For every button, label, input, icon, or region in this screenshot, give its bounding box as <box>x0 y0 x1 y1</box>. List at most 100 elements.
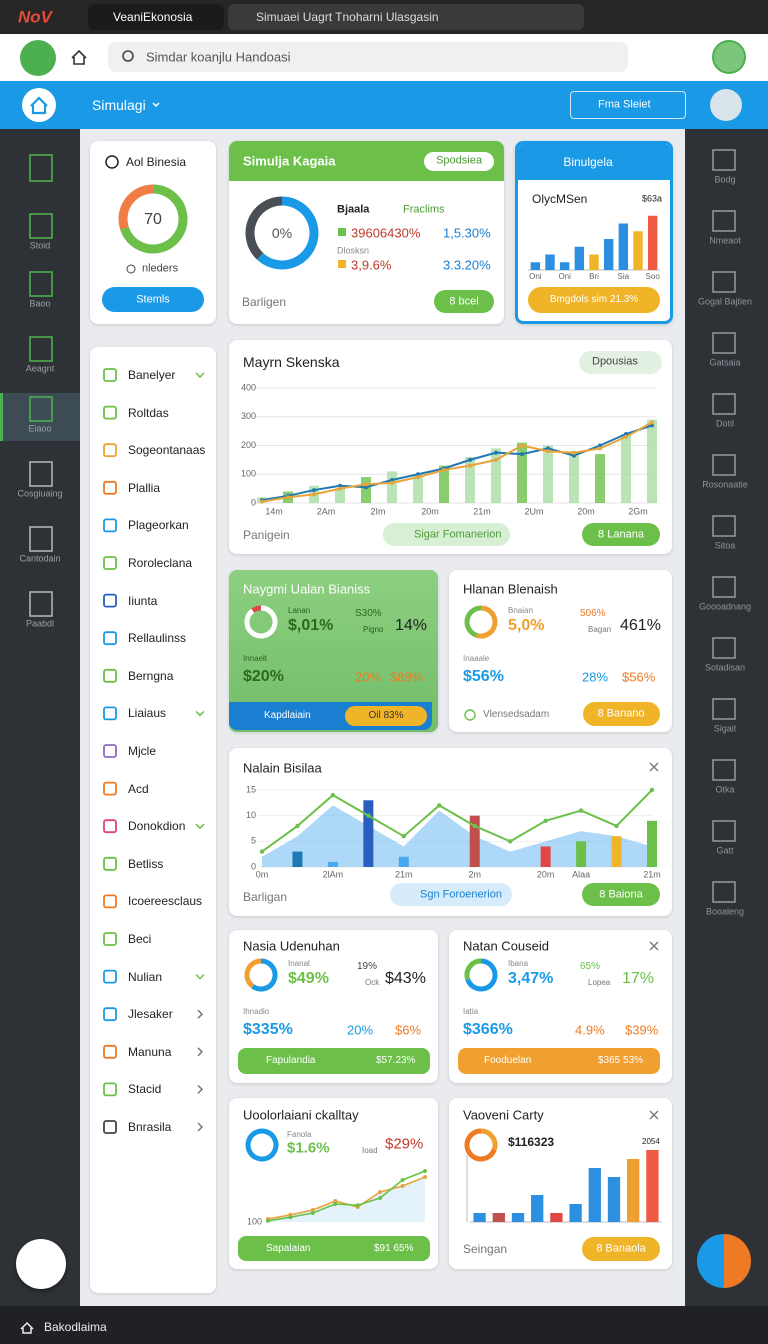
menu-label[interactable]: Acd <box>128 781 149 796</box>
pill <box>582 523 660 546</box>
natan-k1-label: Ibana <box>508 959 529 968</box>
pill <box>579 351 662 374</box>
simulation-row1-b: 1,5.30% <box>443 225 491 241</box>
left-rail[interactable]: Cosgiuaing <box>17 488 63 499</box>
browser-tab-active[interactable]: VeaniEkonosia <box>113 10 193 24</box>
hlanan-k5: $56% <box>622 669 656 685</box>
green-bar-pill[interactable]: Oil 83% <box>368 710 404 721</box>
card-footer-bar <box>238 1048 430 1074</box>
hlanan-footer: Vlensedsadam <box>483 709 550 720</box>
menu-label[interactable]: Betliss <box>128 856 164 871</box>
left-rail[interactable]: Paabdl <box>25 618 55 629</box>
search-box <box>108 42 628 72</box>
menu-label[interactable]: Stacid <box>128 1082 162 1097</box>
browser-search[interactable]: Simdar koanjlu Handoasi <box>146 49 291 65</box>
app-icon <box>20 40 56 76</box>
menu-label[interactable]: Plallia <box>128 480 161 495</box>
menu-label[interactable]: Icoereesclaus <box>128 894 203 909</box>
left-rail[interactable]: Stoid <box>29 240 51 251</box>
menu-label[interactable]: Bnrasila <box>128 1120 172 1134</box>
left-rail[interactable]: Aeagnt <box>25 363 55 374</box>
binulgela-corner: $63a <box>642 193 663 204</box>
simulation-pill[interactable]: Spodsiea <box>436 154 482 167</box>
right-rail[interactable]: Gatt <box>716 845 734 856</box>
main-button[interactable]: 8 Lanana <box>598 528 644 541</box>
right-rail[interactable]: Nmeaot <box>709 235 741 246</box>
menu-label[interactable]: Banelyer <box>128 368 176 382</box>
appbar-title[interactable]: Simulagi <box>92 97 146 113</box>
menu-label[interactable]: Nulian <box>128 969 163 984</box>
right-rail[interactable]: Gogal Bajtien <box>697 296 753 307</box>
menu-label[interactable]: Iiunta <box>128 593 158 608</box>
uool-k2-label: Ioad <box>362 1146 378 1155</box>
area-footer: Barligan <box>243 890 288 904</box>
app-bar <box>0 81 768 129</box>
pill <box>582 1237 660 1261</box>
overview-button[interactable]: Stemls <box>136 293 170 306</box>
binulgela-button[interactable]: Bmgdols sim 21.3% <box>549 294 639 305</box>
binulgela-title: Binulgela <box>563 155 613 169</box>
nasia-k2-top: 19% <box>357 961 378 972</box>
menu-label[interactable]: Jlesaker <box>128 1007 173 1022</box>
area-button[interactable]: 8 Baiona <box>599 888 643 901</box>
natan-k2-label: Lopea <box>588 978 611 987</box>
green-k3: $20% <box>243 668 284 685</box>
menu-label[interactable]: Liaiaus <box>128 706 167 721</box>
right-rail[interactable]: Booaleng <box>705 906 745 917</box>
area-pill[interactable]: Sgn Foroenerion <box>420 888 502 901</box>
right-rail[interactable]: Goooadnang <box>698 601 752 612</box>
menu-label[interactable]: Roroleclana <box>128 556 193 570</box>
main-filter[interactable]: Dpousias <box>592 355 638 368</box>
right-rail[interactable]: Gatsaia <box>709 357 741 368</box>
menu-label[interactable]: Mjcle <box>128 744 157 758</box>
right-rail[interactable]: Otka <box>715 784 735 795</box>
nasia-k2: $43% <box>385 970 426 987</box>
main-pill[interactable]: Sigar Fomanerion <box>414 528 502 541</box>
menu-label[interactable]: Sogeontanaas <box>128 443 206 458</box>
area-title: Nalain Bisilaa <box>243 760 322 776</box>
nasia-title: Nasia Udenuhan <box>243 938 340 954</box>
green-k4: 20% <box>355 669 382 685</box>
right-rail[interactable]: Bodg <box>714 174 736 185</box>
right-rail[interactable]: Rosonaatie <box>702 479 748 490</box>
right-rail[interactable]: Sigait <box>713 723 737 734</box>
menu-label[interactable]: Donokdion <box>128 819 186 834</box>
simulation-button[interactable]: 8 bcel <box>449 295 479 308</box>
pill <box>390 883 512 906</box>
natan-k3: $366% <box>463 1021 513 1038</box>
simulation-row2-b: 3.3.20% <box>443 257 491 273</box>
menu-label[interactable]: Roltdas <box>128 405 169 420</box>
right-rail[interactable]: Sitoa <box>714 540 736 551</box>
vaoveni-value: $116323 <box>508 1135 555 1149</box>
nasia-k4: 20% <box>347 1022 374 1038</box>
browser-tab-other[interactable]: Simuaei Uagrt Tnoharni Ulasgasin <box>256 10 439 24</box>
appbar-button[interactable]: Fma Sleiet <box>598 98 651 111</box>
simulation-title: Simulja Kagaia <box>243 153 336 169</box>
simulation-row2-a: 3,9.6% <box>351 257 392 273</box>
main-title: Mayrn Skenska <box>243 354 340 370</box>
natan-title: Natan Couseid <box>463 938 549 954</box>
simulation-sub: Dlosksn <box>337 245 370 256</box>
natan-k2-top: 65% <box>580 961 601 972</box>
left-rail[interactable]: Baoo <box>29 298 51 309</box>
hlanan-button[interactable]: 8 Banano <box>597 707 645 720</box>
left-rail[interactable]: Eiaoo <box>28 423 52 434</box>
right-rail[interactable]: Dotil <box>715 418 735 429</box>
menu-label[interactable]: Berngna <box>128 668 174 683</box>
menu-label[interactable]: Manuna <box>128 1044 172 1059</box>
vaoveni-button[interactable]: 8 Banaola <box>596 1242 646 1255</box>
hlanan-k1: 5,0% <box>508 617 545 634</box>
left-rail[interactable]: Cantodain <box>19 553 61 564</box>
simulation-footer: Barligen <box>242 295 287 309</box>
menu-label[interactable]: Beci <box>128 932 152 946</box>
tab <box>228 4 584 30</box>
statusbar-text: Bakodlaima <box>44 1320 107 1334</box>
menu-label[interactable]: Rellaulinss <box>128 631 187 646</box>
green-k3-label: Innaelt <box>243 654 268 663</box>
hlanan-k2-label: Bagan <box>588 625 612 634</box>
menu-label[interactable]: Plageorkan <box>128 518 189 533</box>
main-footer: Panigein <box>243 528 290 542</box>
right-rail[interactable]: Sotadisan <box>704 662 746 673</box>
green-k1-label: Lanan <box>288 606 311 615</box>
